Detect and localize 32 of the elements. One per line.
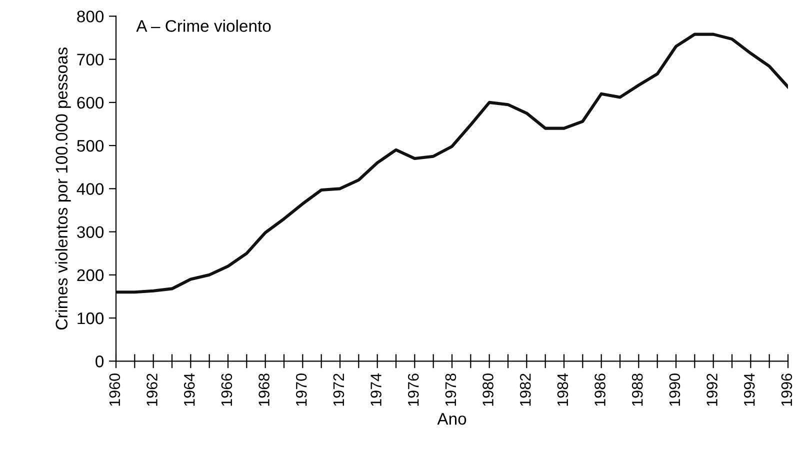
y-tick-label: 800	[77, 10, 104, 22]
x-tick-label: 1968	[258, 374, 270, 406]
x-axis-title: Ano	[437, 413, 466, 425]
x-tick-label: 1972	[333, 374, 344, 406]
y-tick-label: 100	[78, 312, 104, 324]
chart-title: A – Crime violento	[136, 20, 271, 32]
y-tick-label: 600	[77, 96, 104, 109]
x-tick-label: 1986	[594, 374, 606, 406]
x-tick-label: 1976	[408, 374, 419, 406]
x-tick-label: 1974	[370, 373, 382, 406]
line-series	[116, 32, 788, 294]
x-tick-label: 1960	[109, 374, 120, 406]
x-tick-label: 1992	[706, 374, 718, 406]
y-axis-title: Crimes violentos por 100.000 pessoas	[55, 48, 71, 330]
y-tick-label: 200	[77, 269, 104, 282]
x-tick-label: 1994	[744, 373, 755, 406]
x-tick-label: 1980	[482, 374, 494, 406]
y-tick-label: 300	[77, 226, 104, 238]
y-tick-label: 500	[77, 140, 104, 152]
x-tick-label: 1978	[445, 374, 456, 406]
x-tick-label: 1996	[781, 374, 792, 406]
x-tick-label: 1990	[669, 374, 680, 406]
x-tick-label: 1966	[221, 374, 232, 406]
x-tick-label: 1982	[520, 374, 531, 406]
y-tick-label: 0	[96, 356, 104, 368]
x-tick-label: 1970	[296, 374, 307, 406]
y-tick-label: 700	[77, 54, 104, 66]
x-tick-label: 1962	[146, 374, 158, 406]
x-tick-label: 1988	[632, 374, 643, 406]
y-tick-label: 400	[76, 183, 104, 195]
x-tick-label: 1964	[184, 373, 195, 406]
x-tick-label: 1984	[557, 373, 568, 406]
